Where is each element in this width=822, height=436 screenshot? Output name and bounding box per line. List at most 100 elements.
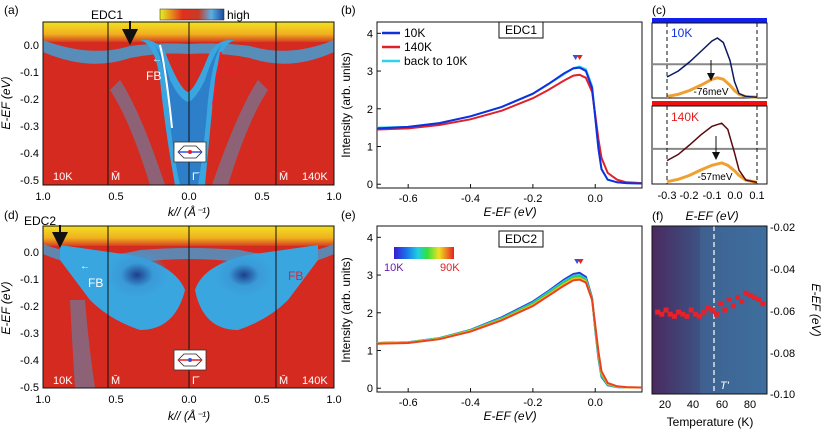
ytick-a: -0.2 [20, 94, 39, 106]
peak-marker [572, 55, 579, 60]
raw-edc-line [666, 37, 758, 99]
xtick-c: -0.3 [658, 190, 677, 202]
bar-140k [652, 101, 767, 106]
panel-e-label: (e) [341, 208, 356, 222]
xlabel-e: E-EF (eV) [483, 409, 536, 423]
xtick-d: 0.5 [254, 394, 269, 406]
colorbar-a [159, 8, 225, 21]
edc2-box [498, 230, 544, 248]
xtick-c: -0.2 [680, 190, 699, 202]
xtick-label: -0.6 [399, 193, 418, 205]
xtick-f: 20 [659, 399, 671, 411]
edc-series-line [376, 278, 643, 389]
ytick-a: -0.3 [20, 121, 39, 133]
ytick-d: 0.0 [24, 247, 39, 259]
sym-m-right-a: M̄ [279, 170, 288, 183]
sym-m-left-a: M̄ [111, 170, 120, 183]
yticks-a: 0.0 -0.1 -0.2 -0.3 -0.4 -0.5 [20, 40, 39, 187]
fb-label-left-a: FB [146, 69, 161, 83]
edc-lines-e [376, 259, 643, 389]
colorbar-min-label: 10K [384, 262, 404, 274]
fb-data-point [751, 294, 757, 300]
fb-data-point [739, 299, 745, 305]
subplot-c-bottom [651, 105, 768, 185]
legend-label-140k: 140K [404, 40, 432, 54]
fb-curve-white [159, 44, 173, 129]
xtick-f: 60 [716, 399, 728, 411]
c-bottom-temp: 140K [671, 110, 699, 124]
tick-marks-b: -0.6 -0.4 -0.2 0.0 0 1 2 3 4 [367, 28, 603, 205]
arpes-map-d [43, 226, 334, 388]
xtick-label: -0.4 [461, 397, 480, 409]
legend-b: 10K 140K back to 10K [382, 26, 467, 68]
fb-data-point [726, 297, 732, 302]
ytick-label: 4 [367, 28, 373, 40]
ytick-a: -0.1 [20, 67, 39, 79]
ytick-d: -0.1 [20, 274, 39, 286]
ytick-label: 2 [367, 308, 373, 320]
fb-data-point [676, 309, 682, 315]
fb-data-point [680, 311, 686, 317]
temp-right-d: 140K [302, 375, 328, 387]
edc-lines-b [376, 55, 643, 185]
panel-f: (f) T' 20 40 60 80 -0.02 -0.04 -0.06 -0.… [651, 209, 822, 429]
fb-data-point [663, 307, 669, 313]
ylabel-e: Intensity (arb. units) [339, 257, 353, 362]
fb-data-point [701, 309, 707, 315]
fb-data-point [688, 307, 694, 313]
fb-data-point [735, 294, 741, 300]
ytick-a: -0.5 [20, 175, 39, 187]
fb-arrow-left-a: ← [152, 54, 162, 65]
edc1-box-label: EDC1 [505, 23, 537, 37]
fb-data-point [684, 313, 690, 319]
raw-edc-line [666, 122, 758, 184]
panel-d: (d) EDC2 ← FB ← FB 10K 140K M̄ Γ̄ M [0, 208, 342, 423]
ytick-a: -0.4 [20, 148, 39, 160]
xtick-c: 0.1 [749, 190, 764, 202]
fb-data-point [718, 301, 724, 307]
bar-10k [652, 18, 767, 23]
edc1-box [498, 21, 544, 39]
fb-data-point [747, 292, 753, 298]
ytick-label: 3 [367, 66, 373, 78]
ylabel-d: E-EF (eV) [0, 281, 13, 334]
legend-label-10k: 10K [404, 26, 425, 40]
edc2-box-label: EDC2 [505, 232, 537, 246]
panel-c-label: (c) [652, 3, 666, 17]
panel-f-label: (f) [652, 209, 663, 223]
panel-b: (b) -0.6 -0.4 -0.2 0.0 0 1 2 3 4 EDC1 10K 140K b… [339, 3, 643, 219]
temp-right-a: 140K [302, 171, 328, 183]
c-top-temp: 10K [671, 26, 692, 40]
xtick-label: -0.4 [461, 193, 480, 205]
sym-m-right-d: M̄ [279, 374, 288, 387]
ytick-d: -0.3 [20, 328, 39, 340]
xticks-f: 20 40 60 80 [659, 399, 756, 411]
xtick-label: 0.0 [588, 193, 603, 205]
xtick-a: 0.5 [254, 191, 269, 203]
tick-marks-e: -0.6 -0.4 -0.2 0.0 0 1 2 3 4 [367, 232, 603, 409]
xtick-d: 1.0 [35, 394, 50, 406]
plot-frame-e [376, 225, 643, 393]
temperature-colorbar [394, 247, 454, 259]
panel-a-label: (a) [4, 3, 19, 17]
xtick-d: 0.5 [108, 394, 123, 406]
panel-e: (e) -0.6 -0.4 -0.2 0.0 0 1 2 3 4 EDC2 10K 90K E-… [339, 208, 643, 423]
peak-marker [576, 55, 583, 60]
fb-data-point [756, 297, 762, 302]
fb-data-point [730, 303, 736, 309]
fb-data-point [705, 305, 711, 311]
xtick-c: -0.1 [703, 190, 722, 202]
xtick-a: 0.0 [181, 191, 196, 203]
ytick-label: 0 [367, 179, 373, 191]
fb-label-left-d: FB [88, 276, 103, 290]
fb-data-point [667, 311, 673, 317]
peak-marker [577, 259, 584, 264]
sym-gamma-a: Γ̄ [192, 171, 200, 183]
fb-label-right-a: FB [222, 64, 237, 78]
sym-m-left-d: M̄ [111, 374, 120, 387]
xtick-a: 1.0 [35, 191, 50, 203]
xtick-a: 1.0 [326, 191, 341, 203]
ytick-label: 2 [367, 104, 373, 116]
yticks-f: -0.02 -0.04 -0.06 -0.08 -0.10 [770, 222, 795, 401]
